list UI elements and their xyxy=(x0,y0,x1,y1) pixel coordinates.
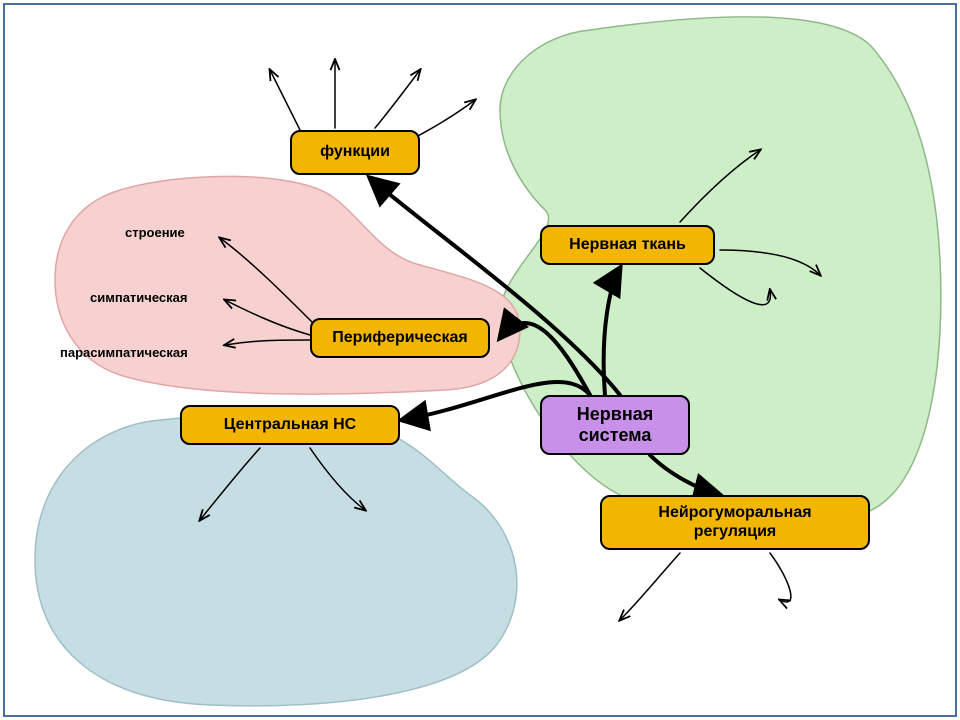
node-cns: Центральная НС xyxy=(180,405,400,445)
node-functions-label: функции xyxy=(320,143,390,161)
node-root-label: Нервная система xyxy=(577,404,653,445)
node-neurohumoral-label: Нейрогуморальная регуляция xyxy=(658,504,811,541)
node-functions: функции xyxy=(290,130,420,175)
node-tissue: Нервная ткань xyxy=(540,225,715,265)
node-cns-label: Центральная НС xyxy=(224,416,356,434)
node-neurohumoral: Нейрогуморальная регуляция xyxy=(600,495,870,550)
blob-blue xyxy=(35,414,517,706)
diagram-svg xyxy=(0,0,960,720)
blob-pink xyxy=(55,176,520,394)
edge-thin-12 xyxy=(620,553,680,620)
edge-thin-3 xyxy=(270,70,300,130)
node-peripheral: Периферическая xyxy=(310,318,490,358)
label-structure: строение xyxy=(125,225,185,240)
edge-thin-13 xyxy=(770,553,791,602)
edge-thin-6 xyxy=(410,100,475,140)
node-peripheral-label: Периферическая xyxy=(332,329,467,347)
label-parasymp: парасимпатическая xyxy=(60,345,188,360)
diagram-stage: Нервная система функции Нервная ткань Периф… xyxy=(0,0,960,720)
node-tissue-label: Нервная ткань xyxy=(569,236,686,254)
label-sympathetic: симпатическая xyxy=(90,290,187,305)
node-root: Нервная система xyxy=(540,395,690,455)
edge-thin-5 xyxy=(375,70,420,128)
